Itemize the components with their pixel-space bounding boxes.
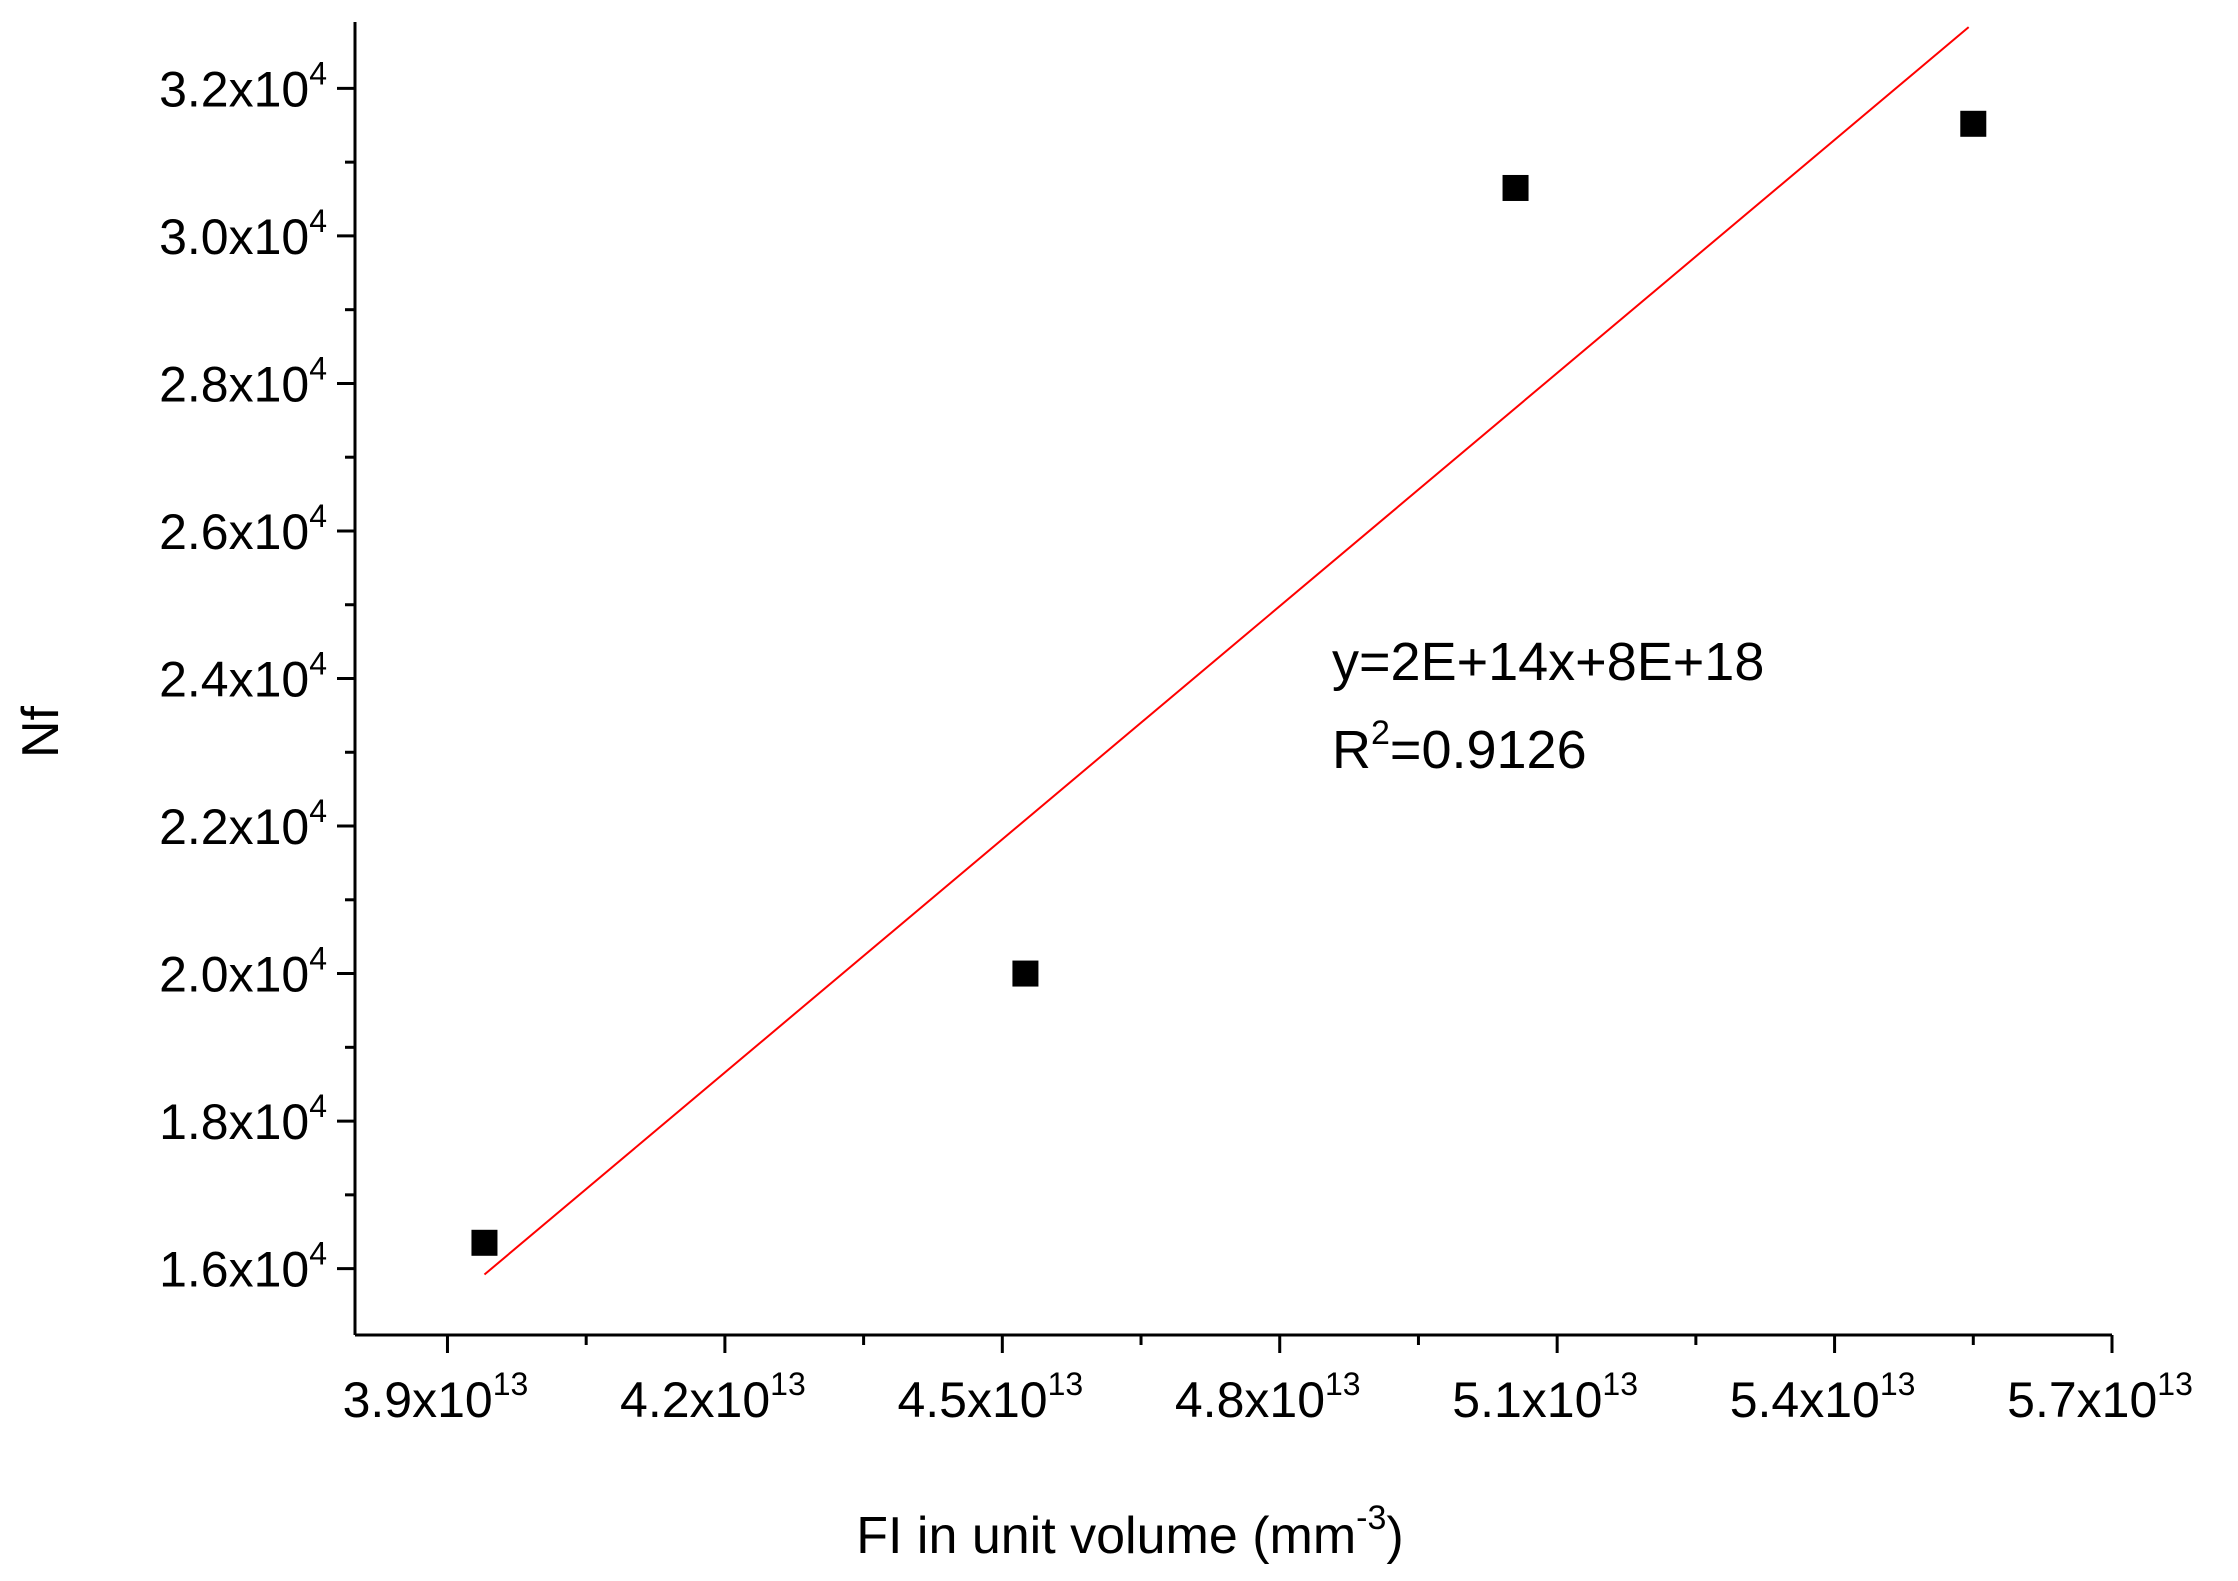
x-axis-title-main: FI in unit volume (mm <box>856 1507 1356 1565</box>
x-axis-title-close: ) <box>1386 1507 1403 1565</box>
x-axis-ticks: 3.9x1013 4.2x1013 4.5x1013 4.8x1013 5.1x1013… <box>343 1335 2193 1428</box>
data-points <box>471 110 1987 1256</box>
r-squared-sup: 2 <box>1371 714 1390 752</box>
y-tick-label: 1.8x104 <box>159 1088 327 1150</box>
x-axis-title-sup: -3 <box>1356 1499 1386 1537</box>
fit-equation: y=2E+14x+8E+18 <box>1332 632 1764 692</box>
x-tick-label: 5.7x1013 <box>2007 1366 2193 1428</box>
y-tick-label: 1.6x104 <box>159 1236 327 1298</box>
x-tick-label: 4.8x1013 <box>1175 1366 1361 1428</box>
data-point <box>471 1229 498 1256</box>
y-tick-label: 2.8x104 <box>159 350 327 412</box>
r-squared-value: =0.9126 <box>1390 720 1587 780</box>
x-tick-label: 5.4x1013 <box>1730 1366 1916 1428</box>
x-tick-label: 4.5x1013 <box>897 1366 1083 1428</box>
y-axis-ticks: 1.6x104 1.8x104 2.0x104 2.2x104 2.4x104 2.6x1… <box>159 55 355 1298</box>
r-squared: R2=0.9126 <box>1332 714 1587 780</box>
data-point <box>1502 174 1529 201</box>
y-tick-label: 2.0x104 <box>159 941 327 1003</box>
x-axis-title: FI in unit volume (mm-3) <box>856 1499 1403 1565</box>
axes <box>353 22 2112 1337</box>
data-point <box>1012 960 1039 987</box>
y-tick-label: 3.2x104 <box>159 55 327 117</box>
y-axis-title: Nf <box>12 705 70 758</box>
fit-line <box>483 26 1970 1276</box>
y-tick-label: 2.4x104 <box>159 646 327 708</box>
y-tick-label: 2.2x104 <box>159 793 327 855</box>
y-tick-label: 3.0x104 <box>159 203 327 265</box>
y-tick-label: 2.6x104 <box>159 498 327 560</box>
fit-line-group <box>483 26 1970 1276</box>
r-squared-prefix: R <box>1332 720 1371 780</box>
x-tick-label: 4.2x1013 <box>620 1366 806 1428</box>
x-tick-label: 5.1x1013 <box>1452 1366 1638 1428</box>
x-tick-label: 3.9x1013 <box>343 1366 529 1428</box>
data-point <box>1960 110 1987 137</box>
